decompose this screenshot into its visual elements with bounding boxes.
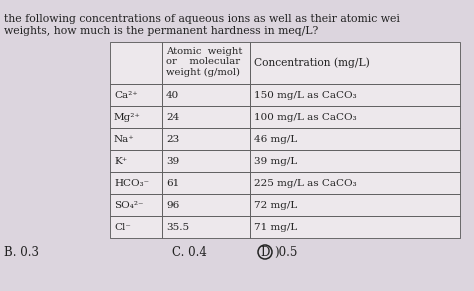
Bar <box>162 128 250 150</box>
Bar <box>162 172 250 194</box>
Bar <box>250 194 460 216</box>
Text: Atomic  weight
or    molecular
weight (g/mol): Atomic weight or molecular weight (g/mol… <box>166 47 242 77</box>
Text: Concentration (mg/L): Concentration (mg/L) <box>254 58 370 68</box>
Bar <box>162 216 250 238</box>
Bar <box>250 128 460 150</box>
Text: 46 mg/L: 46 mg/L <box>254 134 297 143</box>
Bar <box>110 216 162 238</box>
Bar <box>162 84 250 106</box>
Text: weights, how much is the permanent hardness in meq/L?: weights, how much is the permanent hardn… <box>4 26 318 36</box>
Bar <box>162 150 250 172</box>
Text: 100 mg/L as CaCO₃: 100 mg/L as CaCO₃ <box>254 113 356 122</box>
Text: Na⁺: Na⁺ <box>114 134 135 143</box>
Text: Cl⁻: Cl⁻ <box>114 223 131 232</box>
Text: )0.5: )0.5 <box>274 246 297 258</box>
Bar <box>162 106 250 128</box>
Text: the following concentrations of aqueous ions as well as their atomic wei: the following concentrations of aqueous … <box>4 14 400 24</box>
Text: 61: 61 <box>166 178 179 187</box>
Bar <box>110 84 162 106</box>
Bar <box>110 194 162 216</box>
Text: 71 mg/L: 71 mg/L <box>254 223 297 232</box>
Text: 35.5: 35.5 <box>166 223 189 232</box>
Text: 150 mg/L as CaCO₃: 150 mg/L as CaCO₃ <box>254 91 356 100</box>
Bar <box>110 106 162 128</box>
Text: Ca²⁺: Ca²⁺ <box>114 91 138 100</box>
Bar <box>110 128 162 150</box>
Bar <box>110 172 162 194</box>
Text: D: D <box>260 246 270 258</box>
Bar <box>162 194 250 216</box>
Text: B. 0.3: B. 0.3 <box>4 246 39 258</box>
Bar <box>250 42 460 84</box>
Bar <box>250 172 460 194</box>
Bar <box>110 150 162 172</box>
Text: HCO₃⁻: HCO₃⁻ <box>114 178 149 187</box>
Text: 39: 39 <box>166 157 179 166</box>
Text: K⁺: K⁺ <box>114 157 127 166</box>
Bar <box>250 106 460 128</box>
Text: 96: 96 <box>166 200 179 210</box>
Bar <box>162 42 250 84</box>
Bar <box>250 84 460 106</box>
Text: C. 0.4: C. 0.4 <box>172 246 207 258</box>
Text: 40: 40 <box>166 91 179 100</box>
Bar <box>250 150 460 172</box>
Text: 23: 23 <box>166 134 179 143</box>
Text: Mg²⁺: Mg²⁺ <box>114 113 141 122</box>
Text: 39 mg/L: 39 mg/L <box>254 157 297 166</box>
Bar <box>110 42 162 84</box>
Text: 72 mg/L: 72 mg/L <box>254 200 297 210</box>
Text: 225 mg/L as CaCO₃: 225 mg/L as CaCO₃ <box>254 178 356 187</box>
Text: SO₄²⁻: SO₄²⁻ <box>114 200 144 210</box>
Bar <box>250 216 460 238</box>
Text: 24: 24 <box>166 113 179 122</box>
